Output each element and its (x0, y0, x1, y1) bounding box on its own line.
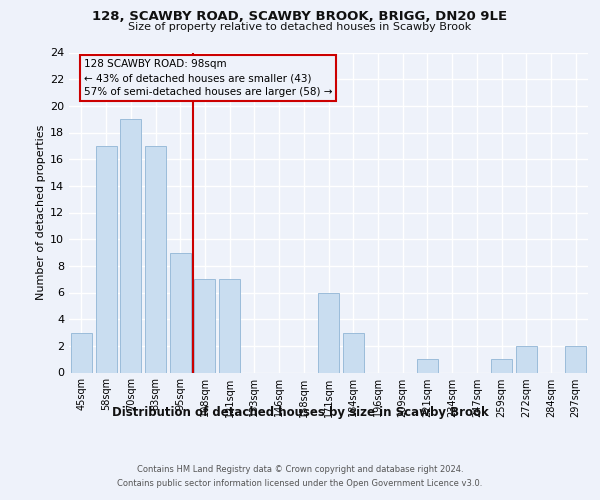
Y-axis label: Number of detached properties: Number of detached properties (36, 125, 46, 300)
Bar (417, 359, 438, 372)
Bar (71, 332, 92, 372)
Text: Size of property relative to detached houses in Scawby Brook: Size of property relative to detached ho… (128, 22, 472, 32)
Text: Distribution of detached houses by size in Scawby Brook: Distribution of detached houses by size … (112, 406, 488, 419)
Bar (145, 146, 166, 372)
Bar (120, 119, 141, 372)
Text: Contains public sector information licensed under the Open Government Licence v3: Contains public sector information licen… (118, 479, 482, 488)
Text: 128, SCAWBY ROAD, SCAWBY BROOK, BRIGG, DN20 9LE: 128, SCAWBY ROAD, SCAWBY BROOK, BRIGG, D… (92, 10, 508, 23)
Bar (170, 252, 191, 372)
Bar (491, 359, 512, 372)
Bar (516, 346, 537, 372)
Bar (565, 346, 586, 372)
Text: 128 SCAWBY ROAD: 98sqm
← 43% of detached houses are smaller (43)
57% of semi-det: 128 SCAWBY ROAD: 98sqm ← 43% of detached… (84, 59, 332, 97)
Bar (95, 146, 116, 372)
Bar (219, 279, 240, 372)
Bar (318, 292, 339, 372)
Text: Contains HM Land Registry data © Crown copyright and database right 2024.: Contains HM Land Registry data © Crown c… (137, 466, 463, 474)
Bar (343, 332, 364, 372)
Bar (194, 279, 215, 372)
